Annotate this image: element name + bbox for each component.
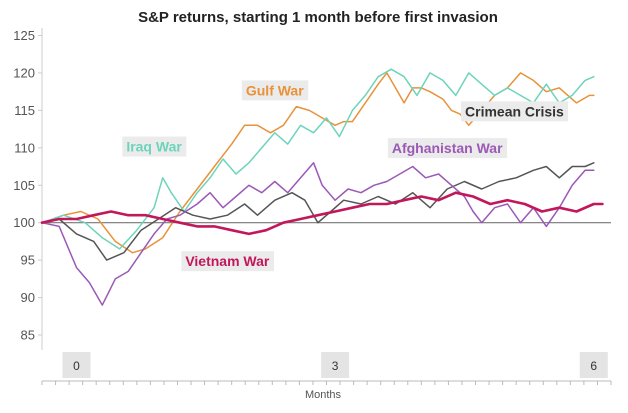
annotation-layer: Gulf War Iraq War Crimean Crisis Afghanista…: [122, 80, 569, 272]
x-tick-box: [62, 352, 91, 378]
series-label-box: [461, 101, 569, 122]
series-label-text: Afghanistan War: [392, 140, 503, 156]
series-label-afghanistan-war: Afghanistan War: [387, 138, 508, 159]
x-axis-label: Months: [305, 389, 342, 401]
x-tick-box: [321, 352, 350, 378]
x-tick-label: 3: [332, 359, 339, 373]
series-line-iraq-war: [41, 68, 595, 250]
series-line-gulf-war: [41, 72, 595, 254]
x-tick: 0: [62, 352, 91, 378]
x-tick: 6: [579, 352, 608, 378]
y-tick-label: 90: [21, 290, 35, 305]
x-tick-box: [579, 352, 608, 378]
x-tick-label: 0: [73, 359, 80, 373]
series-line-afghanistan-war: [41, 162, 595, 306]
y-tick-label: 100: [13, 215, 35, 230]
x-tick: 3: [321, 352, 350, 378]
series-label-box: [387, 138, 508, 159]
series-layer: [40, 68, 604, 306]
y-tick-label: 105: [13, 178, 35, 193]
series-line-vietnam-war: [40, 191, 604, 236]
series-label-text: Iraq War: [126, 139, 182, 155]
series-label-iraq-war: Iraq War: [122, 136, 187, 157]
y-tick-label: 95: [21, 253, 35, 268]
series-label-text: Gulf War: [246, 82, 304, 98]
series-label-box: [241, 80, 309, 101]
y-tick-label: 110: [14, 140, 35, 155]
series-label-box: [181, 251, 274, 272]
y-tick-label: 115: [14, 103, 35, 118]
series-label-gulf-war: Gulf War: [241, 80, 309, 101]
y-tick-label: 120: [13, 65, 35, 80]
axes-layer: 85 90 95 100 105 110 115 120 125 0 3 6: [13, 28, 612, 385]
series-label-box: [122, 136, 187, 157]
series-label-crimean-crisis: Crimean Crisis: [461, 101, 569, 122]
chart-title: S&P returns, starting 1 month before fir…: [138, 9, 498, 26]
x-tick-label: 6: [590, 359, 597, 373]
y-tick-label: 85: [21, 328, 35, 343]
series-line-crimean-crisis: [41, 162, 595, 261]
series-label-vietnam-war: Vietnam War: [181, 251, 274, 272]
series-label-text: Vietnam War: [185, 253, 270, 269]
y-tick-label: 125: [13, 28, 35, 43]
series-label-text: Crimean Crisis: [465, 103, 564, 119]
